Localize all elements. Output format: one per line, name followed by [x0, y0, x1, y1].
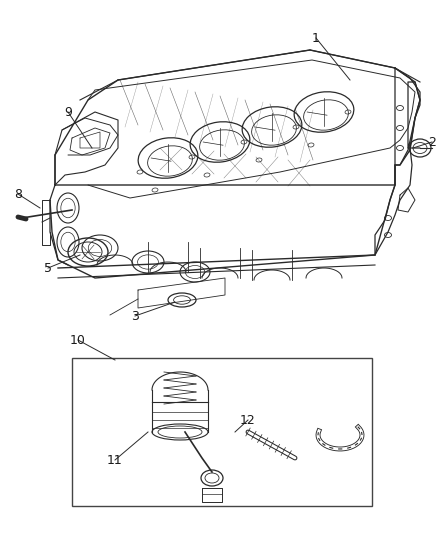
Text: 5: 5 [44, 262, 52, 274]
Text: 1: 1 [312, 31, 320, 44]
Text: 10: 10 [70, 334, 86, 346]
Text: 11: 11 [107, 454, 123, 466]
Text: 9: 9 [64, 106, 72, 118]
Text: 8: 8 [14, 188, 22, 200]
Bar [72, 358, 372, 506]
Text: 12: 12 [240, 414, 256, 426]
Text: 2: 2 [428, 135, 436, 149]
Text: 3: 3 [131, 310, 139, 322]
